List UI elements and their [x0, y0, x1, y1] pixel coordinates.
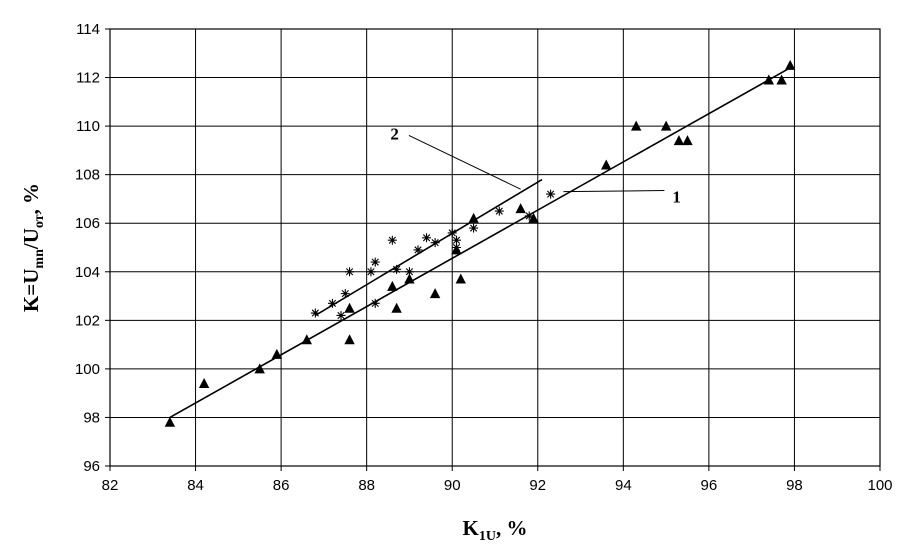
- star-point: [524, 211, 534, 221]
- x-tick-label: 94: [615, 477, 632, 494]
- trend-line-2: [314, 178, 543, 317]
- star-point: [345, 267, 355, 277]
- callout-label: 2: [390, 124, 399, 143]
- triangle-point: [391, 302, 402, 313]
- triangle-point: [673, 135, 685, 146]
- triangle-point: [344, 302, 355, 313]
- y-tick-label: 108: [75, 167, 100, 184]
- data-markers: [164, 59, 796, 427]
- star-point: [413, 245, 423, 255]
- x-tick-label: 84: [187, 477, 204, 494]
- star-point: [452, 243, 461, 252]
- star-point: [452, 235, 461, 245]
- triangle-point: [601, 159, 612, 170]
- triangle-point: [630, 120, 642, 131]
- callout-label: 1: [672, 188, 681, 207]
- triangle-point: [271, 348, 283, 359]
- y-tick-label: 114: [76, 21, 100, 38]
- triangle-point: [455, 273, 466, 284]
- callout-leader: [563, 190, 665, 193]
- x-tick-label: 86: [273, 477, 290, 494]
- axis-ticks: 82 84 86 88 90 92 94 96 98 100 96 98 100 102 104 106 108…: [75, 21, 893, 494]
- triangle-point: [429, 288, 441, 299]
- x-tick-label: 90: [444, 477, 461, 494]
- star-point: [546, 189, 556, 199]
- y-tick-label: 106: [75, 215, 100, 232]
- y-axis-title: K=Umn/Uот, %: [19, 183, 47, 312]
- star-point: [447, 228, 457, 238]
- x-tick-label: 98: [786, 477, 803, 494]
- star-point: [387, 235, 397, 245]
- star-point: [366, 267, 376, 277]
- triangle-point: [682, 135, 693, 146]
- triangle-point: [198, 377, 210, 388]
- star-point: [327, 298, 337, 308]
- trend-line-1: [169, 67, 791, 419]
- star-point: [370, 257, 380, 267]
- star-point: [370, 298, 380, 308]
- y-tick-label: 110: [76, 118, 100, 135]
- x-tick-label: 100: [867, 477, 892, 494]
- x-tick-label: 92: [529, 477, 546, 494]
- plot-area-frame: [109, 28, 881, 467]
- y-tick-label: 100: [75, 361, 100, 378]
- star-point: [310, 308, 320, 318]
- star-point: [430, 238, 440, 248]
- x-tick-label: 96: [701, 477, 718, 494]
- triangle-point: [387, 280, 398, 291]
- y-tick-label: 96: [83, 458, 100, 475]
- triangle-point: [301, 334, 312, 345]
- triangle-point: [515, 203, 526, 214]
- triangle-point: [164, 416, 176, 427]
- y-tick-label: 112: [76, 70, 100, 87]
- line-callouts: 12: [390, 124, 681, 206]
- y-tick-label: 98: [83, 409, 100, 426]
- triangle-point: [344, 334, 355, 345]
- triangle-point: [763, 74, 774, 85]
- triangle-point: [468, 212, 479, 223]
- y-tick-label: 104: [75, 264, 100, 281]
- star-point: [404, 267, 414, 277]
- y-tick-label: 102: [75, 312, 100, 329]
- triangle-point: [660, 120, 672, 131]
- triangle-point: [254, 363, 265, 374]
- triangle-point: [528, 212, 539, 223]
- triangle-point: [784, 59, 796, 70]
- grid: [110, 29, 880, 466]
- star-point: [340, 289, 350, 299]
- trend-lines: [169, 67, 791, 419]
- callout-leader: [408, 134, 521, 190]
- x-tick-label: 82: [102, 477, 119, 494]
- star-point: [494, 206, 504, 216]
- x-tick-label: 88: [358, 477, 375, 494]
- star-point: [336, 310, 346, 320]
- star-point: [422, 233, 432, 243]
- star-point: [392, 264, 402, 274]
- triangle-point: [404, 273, 415, 284]
- triangle-point: [776, 74, 787, 85]
- star-point: [469, 223, 479, 233]
- x-axis-title: K1U, %: [463, 516, 528, 544]
